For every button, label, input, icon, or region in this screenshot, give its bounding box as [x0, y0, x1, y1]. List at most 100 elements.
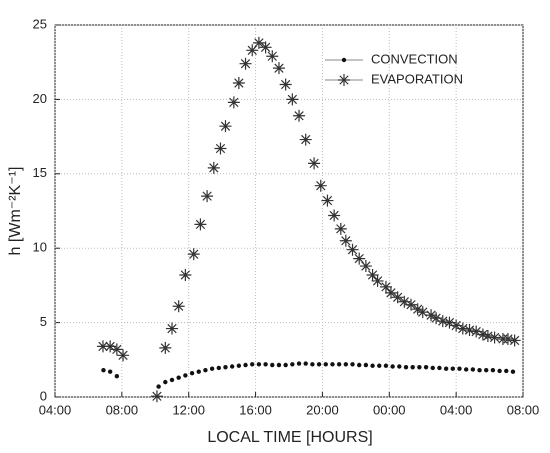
data-point — [430, 365, 435, 371]
data-point — [457, 366, 462, 371]
x-tick-label: 04:00 — [39, 402, 72, 417]
data-point — [296, 361, 302, 366]
y-tick-label: 25 — [33, 16, 47, 31]
data-point — [150, 390, 163, 403]
x-tick-label: 04:00 — [440, 402, 473, 417]
data-point — [346, 243, 359, 256]
data-point — [179, 268, 192, 281]
data-point — [430, 312, 443, 325]
data-point — [353, 252, 366, 265]
data-point — [163, 379, 168, 385]
data-point — [403, 365, 409, 370]
data-point — [391, 291, 404, 304]
data-point — [101, 368, 106, 373]
data-point — [508, 334, 521, 347]
data-point — [223, 365, 228, 370]
data-point — [263, 362, 268, 367]
data-point — [286, 93, 299, 106]
data-point — [276, 362, 282, 368]
data-point — [423, 365, 429, 370]
data-point — [187, 248, 200, 261]
data-point — [463, 367, 469, 372]
data-point — [114, 373, 120, 379]
data-point — [104, 340, 117, 353]
data-point — [417, 365, 422, 370]
data-point — [156, 384, 161, 389]
data-point — [510, 369, 516, 374]
x-tick-label: 00:00 — [373, 402, 406, 417]
data-point — [194, 218, 207, 231]
data-point — [283, 362, 288, 368]
data-point — [398, 295, 411, 308]
data-point — [316, 362, 322, 367]
data-point — [359, 260, 372, 273]
data-point — [189, 370, 195, 376]
data-point — [497, 368, 502, 374]
data-point — [299, 133, 312, 146]
data-point — [229, 364, 235, 369]
data-point — [443, 366, 449, 371]
data-point — [450, 319, 463, 332]
data-point — [425, 309, 438, 322]
data-point — [214, 142, 227, 155]
data-point — [357, 362, 362, 368]
data-point — [405, 298, 418, 311]
data-point — [470, 325, 483, 338]
data-point — [252, 36, 265, 49]
data-point — [323, 362, 328, 367]
data-point — [366, 268, 379, 281]
data-point — [470, 367, 476, 372]
data-point — [227, 96, 240, 109]
data-point — [272, 62, 285, 75]
data-point — [371, 274, 384, 287]
data-point — [172, 300, 185, 313]
data-point — [250, 362, 255, 367]
x-axis-label: LOCAL TIME [HOURS] — [207, 429, 372, 446]
data-point — [216, 365, 221, 371]
data-point — [201, 190, 214, 203]
data-point — [350, 362, 355, 367]
data-point — [209, 366, 215, 371]
data-point — [243, 362, 248, 368]
y-tick-label: 10 — [33, 240, 47, 255]
y-tick-label: 5 — [40, 314, 47, 329]
data-point — [330, 362, 335, 367]
data-point — [293, 109, 306, 122]
legend-label: EVAPORATION — [371, 71, 463, 86]
data-point — [363, 362, 369, 368]
data-point — [463, 324, 476, 337]
data-point — [117, 349, 130, 362]
data-point — [397, 364, 402, 369]
x-tick-label: 08:00 — [507, 402, 540, 417]
data-point — [343, 362, 349, 367]
data-point — [450, 366, 455, 371]
data-point — [390, 364, 395, 369]
data-point — [266, 50, 279, 63]
data-point — [236, 363, 242, 368]
data-point — [246, 44, 259, 57]
data-point — [410, 365, 415, 370]
data-point — [437, 365, 442, 371]
data-point — [379, 280, 392, 293]
data-point — [183, 373, 188, 378]
legend-marker — [341, 57, 347, 63]
data-point — [159, 341, 172, 354]
data-point — [384, 286, 397, 299]
x-tick-label: 12:00 — [172, 402, 205, 417]
legend-label: CONVECTION — [371, 51, 458, 66]
data-point — [256, 362, 262, 367]
data-point — [488, 331, 501, 344]
data-point — [370, 363, 375, 368]
data-point — [110, 343, 123, 356]
data-point — [196, 369, 201, 374]
data-point — [476, 328, 489, 341]
y-tick-label: 15 — [33, 165, 47, 180]
data-point — [383, 363, 389, 368]
y-axis-label: h [Wm⁻²K⁻¹] — [7, 167, 24, 256]
y-tick-label: 0 — [40, 388, 47, 403]
data-point — [290, 362, 295, 367]
data-point — [310, 362, 315, 367]
data-point — [481, 329, 494, 342]
data-point — [490, 368, 496, 373]
